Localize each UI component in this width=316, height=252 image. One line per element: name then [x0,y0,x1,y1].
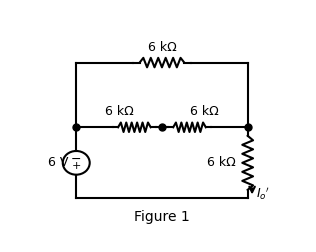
Text: 6 V: 6 V [48,156,69,169]
Text: +: + [71,161,81,171]
Text: 6 kΩ: 6 kΩ [191,105,219,118]
Text: 6 kΩ: 6 kΩ [148,41,176,53]
Text: 6 kΩ: 6 kΩ [207,156,235,169]
Text: $I_o{'}$: $I_o{'}$ [257,186,270,202]
Text: 6 kΩ: 6 kΩ [105,105,133,118]
Text: Figure 1: Figure 1 [134,210,190,224]
Text: −: − [71,152,82,166]
